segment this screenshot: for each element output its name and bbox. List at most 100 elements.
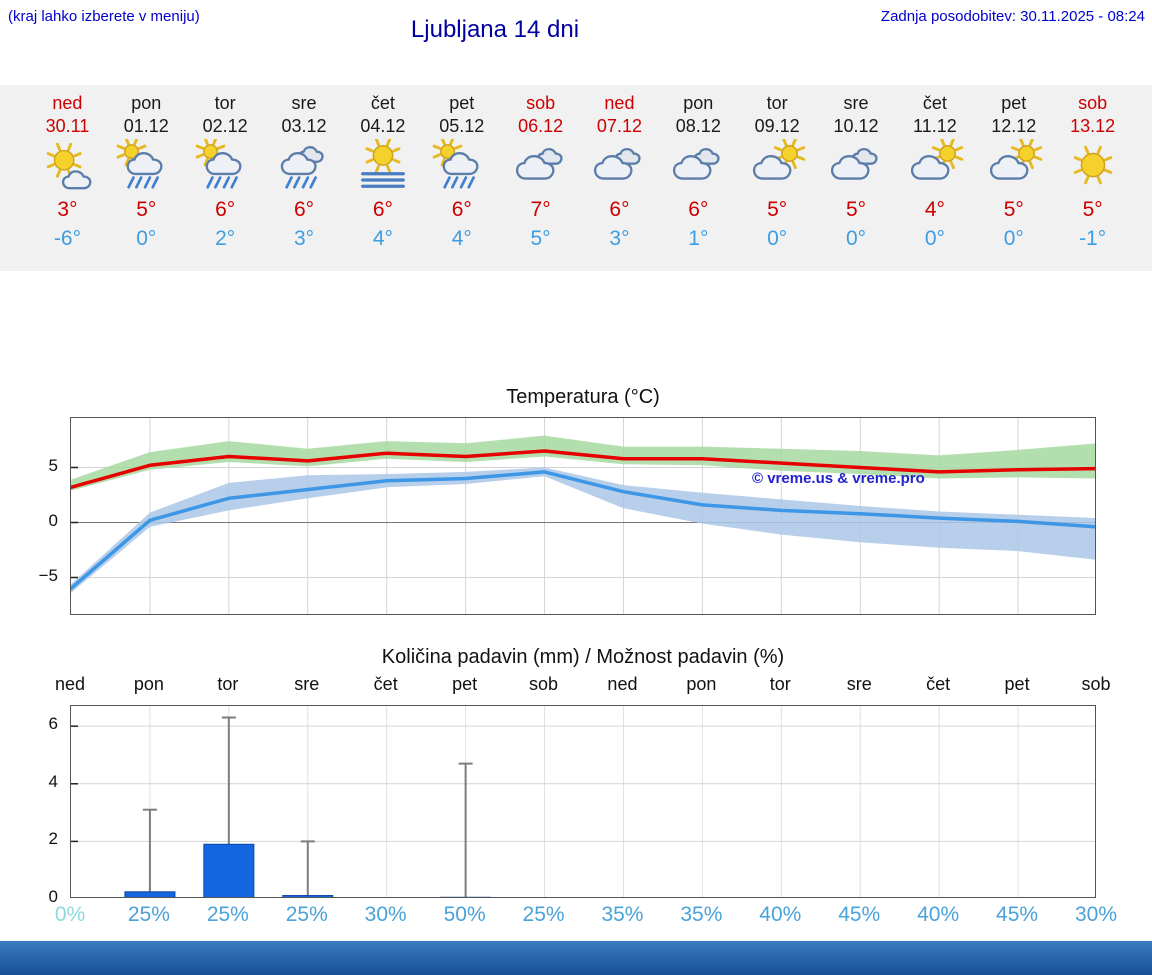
y-tick-label: −5: [38, 565, 58, 585]
forecast-day-08.12: pon 08.12 6° 1°: [659, 93, 738, 271]
day-date: 09.12: [754, 116, 800, 136]
cloud-icon: [673, 147, 720, 180]
precip-bar: [203, 843, 255, 897]
precipitation-bars: [124, 843, 492, 897]
day-name: sob: [1078, 93, 1108, 113]
day-date: 10.12: [833, 116, 879, 136]
precip-probability-label: 45%: [838, 903, 881, 926]
y-tick-label: 6: [48, 714, 58, 734]
precip-probability-label: 45%: [996, 903, 1039, 926]
precipitation-day-labels: ned pon tor sre čet pet sob ned pon tor sre čet pet s…: [55, 674, 1111, 702]
day-name: pet: [449, 93, 475, 113]
forecast-strip: ned 30.11 3° -6° pon 01.12 5° 0° tor 02.12 6° 2° sre…: [0, 85, 1152, 271]
temp-max: 4°: [924, 198, 945, 221]
temp-min: -1°: [1079, 227, 1107, 250]
precipitation-chart-svg: [70, 705, 1096, 898]
temp-min: 2°: [215, 227, 236, 250]
forecast-day-11.12: čet 11.12 4° 0°: [895, 93, 974, 271]
temp-min: 4°: [451, 227, 472, 250]
weather-icon-wrap: [659, 139, 738, 197]
temperature-chart-title: Temperatura (°C): [506, 386, 660, 408]
menu-hint: (kraj lahko izberete v meniju): [8, 8, 200, 25]
cloud-sun-icon: [989, 137, 1042, 180]
weather-icon-wrap: [895, 137, 974, 197]
precip-probability-label: 40%: [917, 903, 960, 926]
temperature-bands: [71, 435, 1095, 593]
temp-min: 0°: [767, 227, 788, 250]
precip-probability-label: 25%: [285, 903, 328, 926]
cloud-sun-icon: [910, 137, 964, 180]
day-name: čet: [922, 93, 947, 113]
temp-min: 4°: [372, 227, 393, 250]
weather-icon-wrap: [974, 137, 1053, 197]
precip-day-label: sre: [294, 674, 320, 694]
day-name: pet: [1001, 93, 1027, 113]
temp-min: 1°: [688, 227, 709, 250]
day-date: 06.12: [518, 116, 564, 136]
y-tick-label: 4: [48, 771, 58, 791]
page-title: Ljubljana 14 dni: [410, 16, 580, 43]
temp-min: 3°: [293, 227, 315, 250]
forecast-day-01.12: pon 01.12 5° 0°: [107, 93, 186, 271]
day-name: sre: [291, 93, 317, 113]
day-date: 30.11: [45, 116, 90, 136]
day-date: 02.12: [202, 116, 248, 136]
temp-max: 6°: [451, 198, 472, 221]
precip-probability-label: 50%: [443, 903, 486, 926]
weather-icon-wrap: [265, 139, 344, 197]
precip-day-label: pet: [1004, 674, 1030, 694]
precip-probability-label: 25%: [206, 903, 249, 926]
footer-bar: [0, 941, 1152, 975]
temp-min: -6°: [53, 227, 81, 250]
precip-probability-label: 0%: [54, 903, 86, 926]
sun-small-cloud-icon: [47, 142, 92, 190]
forecast-day-05.12: pet 05.12 6° 4°: [422, 93, 501, 271]
precip-day-label: čet: [926, 674, 951, 694]
weather-icon-wrap: [738, 137, 817, 197]
precip-bar: [282, 895, 334, 897]
temp-min: 3°: [609, 227, 630, 250]
cloud-rain-icon: [280, 146, 324, 189]
precip-day-label: pon: [133, 674, 164, 694]
precipitation-probability-labels: 0% 25% 25% 25% 30% 50% 25% 35% 35% 40% 45% 40% 45% 30…: [55, 903, 1117, 931]
weather-icon-wrap: [343, 137, 422, 197]
weather-icon-wrap: [186, 136, 265, 197]
forecast-day-09.12: tor 09.12 5° 0°: [738, 93, 817, 271]
forecast-day-02.12: tor 02.12 6° 2°: [186, 93, 265, 271]
sun-icon: [1073, 145, 1112, 185]
temperature-lines: [71, 449, 1095, 591]
weather-icon-wrap: [501, 139, 580, 197]
temp-min: 0°: [845, 227, 867, 250]
weather-icon-wrap: [422, 136, 501, 197]
max-temp-line: [71, 449, 1095, 490]
y-tick-label: 2: [48, 829, 58, 849]
cloud-sun-rain-icon: [116, 136, 163, 189]
day-date: 12.12: [991, 116, 1037, 136]
precipitation-chart-title: Količina padavin (mm) / Možnost padavin …: [381, 646, 785, 668]
min-temp-line: [71, 470, 1095, 591]
day-name: ned: [604, 93, 635, 113]
precip-day-label: čet: [373, 674, 398, 694]
precip-day-label: sob: [1081, 674, 1111, 694]
temp-max: 5°: [767, 198, 788, 221]
weather-icon-wrap: [817, 139, 896, 197]
precip-probability-label: 30%: [1074, 903, 1118, 926]
max-temp-band: [71, 435, 1095, 491]
forecast-day-12.12: pet 12.12 5° 0°: [974, 93, 1053, 271]
day-date: 08.12: [675, 116, 721, 136]
cloud-icon: [594, 147, 642, 180]
temperature-chart-svg: [70, 417, 1096, 615]
forecast-day-04.12: čet 04.12 6° 4°: [343, 93, 422, 271]
temp-max: 5°: [1003, 198, 1024, 221]
precip-probability-label: 25%: [127, 903, 170, 926]
sun-fog-icon: [360, 137, 405, 188]
temp-max: 6°: [293, 198, 315, 221]
precip-day-label: pet: [452, 674, 478, 694]
temp-max: 5°: [845, 198, 867, 221]
forecast-day-03.12: sre 03.12 6° 3°: [265, 93, 344, 271]
precip-probability-label: 30%: [364, 903, 407, 926]
temp-min: 0°: [924, 227, 945, 250]
precip-bar: [124, 891, 176, 897]
weather-icon-wrap: [28, 139, 107, 197]
